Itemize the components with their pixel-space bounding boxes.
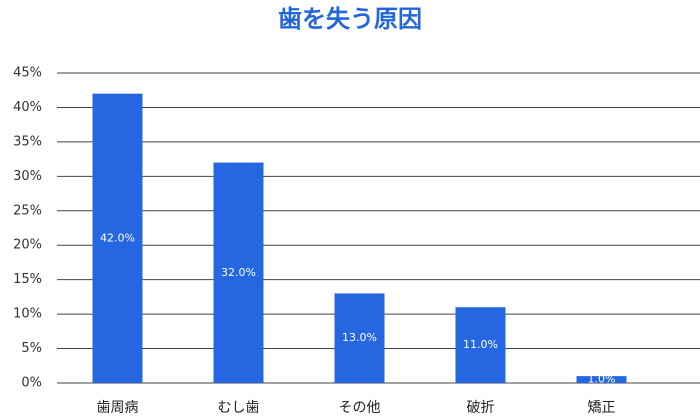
y-tick-label: 0% — [21, 376, 42, 391]
y-tick-label: 35% — [13, 134, 42, 149]
x-tick-label: 矯正 — [588, 400, 616, 416]
x-tick-label: むし歯 — [218, 400, 260, 416]
bar — [455, 307, 506, 383]
y-tick-label: 10% — [13, 307, 42, 322]
value-label: 32.0% — [221, 266, 256, 279]
bar — [334, 293, 385, 383]
y-tick-label: 45% — [13, 66, 42, 81]
bar — [576, 376, 627, 383]
x-tick-label: その他 — [339, 400, 381, 416]
chart-title: 歯を失う原因 — [278, 5, 422, 33]
x-tick-label: 破折 — [467, 400, 495, 416]
y-tick-label: 25% — [13, 203, 42, 218]
y-tick-label: 20% — [13, 238, 42, 253]
value-label: 1.0% — [588, 373, 616, 386]
value-label: 42.0% — [100, 231, 135, 244]
y-tick-label: 15% — [13, 272, 42, 287]
value-label: 11.0% — [463, 338, 498, 351]
y-tick-label: 40% — [13, 100, 42, 115]
x-tick-label: 歯周病 — [97, 400, 139, 416]
bar — [92, 93, 143, 384]
value-label: 13.0% — [342, 331, 377, 344]
y-tick-label: 30% — [13, 169, 42, 184]
y-tick-label: 5% — [21, 341, 42, 356]
bar — [213, 162, 264, 383]
